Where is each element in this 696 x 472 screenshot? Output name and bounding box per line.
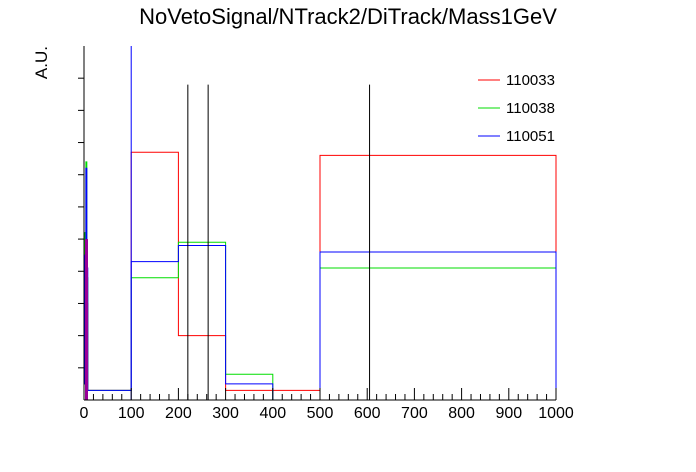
- x-tick-label: 400: [259, 405, 286, 422]
- overlap-spike-near-zero: [85, 239, 88, 400]
- x-tick-label: 800: [448, 405, 475, 422]
- x-tick-label: 300: [212, 405, 239, 422]
- plot-area: [83, 46, 557, 401]
- x-tick-label: 600: [354, 405, 381, 422]
- x-tick-label: 0: [80, 405, 89, 422]
- x-tick-label: 1000: [538, 405, 574, 422]
- axes: 0 100 200 300 400 500 600 700 800 900 1000: [78, 46, 574, 422]
- x-tick-label: 900: [495, 405, 522, 422]
- x-tick-label: 500: [307, 405, 334, 422]
- legend-label-110038: 110038: [506, 100, 555, 117]
- x-tick-label: 200: [165, 405, 192, 422]
- legend-label-110033: 110033: [506, 72, 555, 89]
- x-tick-label: 700: [401, 405, 428, 422]
- legend-label-110051: 110051: [506, 128, 555, 145]
- y-axis-label: A.U.: [32, 46, 51, 79]
- x-tick-label: 100: [118, 405, 145, 422]
- chart-title: NoVetoSignal/NTrack2/DiTrack/Mass1GeV: [139, 4, 557, 29]
- legend: 110033 110038 110051: [478, 72, 555, 145]
